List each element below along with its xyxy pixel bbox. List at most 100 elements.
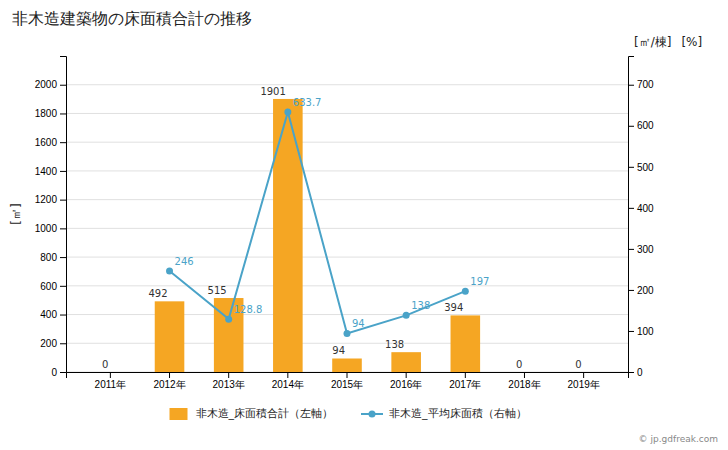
y2-tick: 0 xyxy=(628,367,643,378)
y-tick-mark xyxy=(60,171,66,172)
y2-tick-mark xyxy=(628,249,634,250)
chart: 2011年 2012年 2013年 2014年 2015年 2016年 2017年 2018年… xyxy=(0,0,728,450)
y-tick-mark xyxy=(60,85,66,86)
x-tick: 2018年 xyxy=(508,372,540,390)
y-axis-line xyxy=(60,57,67,373)
x-tick: 2014年 xyxy=(272,372,304,390)
line-point xyxy=(284,108,291,115)
legend-item: 非木造_床面積合計（左軸） xyxy=(170,407,334,420)
y2-tick: 600 xyxy=(628,120,654,131)
x-tick-label: 2013年 xyxy=(213,379,245,390)
y2-tick: 200 xyxy=(628,285,654,296)
legend-swatch xyxy=(170,408,188,420)
line-label: 94 xyxy=(352,318,365,329)
x-tick-label: 2014年 xyxy=(272,379,304,390)
y-tick-label: 200 xyxy=(40,338,57,349)
y2-tick-mark xyxy=(628,126,634,127)
bar-label: 515 xyxy=(208,285,227,296)
y-axis: 0200400600800100012001400160018002000 xyxy=(35,57,67,378)
y-tick-label: 1800 xyxy=(35,108,58,119)
x-tick-label: 2016年 xyxy=(390,379,422,390)
grid-line xyxy=(66,257,628,258)
bar xyxy=(569,372,599,373)
y-tick: 1400 xyxy=(35,166,66,177)
x-tick: 2019年 xyxy=(568,372,600,390)
bar xyxy=(451,315,481,372)
y2-tick: 700 xyxy=(628,79,654,90)
line-point xyxy=(166,268,173,275)
bar-label: 394 xyxy=(444,302,463,313)
x-tick: 2017年 xyxy=(449,372,481,390)
bar-label: 138 xyxy=(385,339,404,350)
x-tick-mark xyxy=(583,372,584,378)
line-point xyxy=(462,288,469,295)
y2-axis-label: [㎡/棟] xyxy=(634,35,671,49)
x-tick-label: 2018年 xyxy=(508,379,540,390)
y-tick: 200 xyxy=(40,338,66,349)
y-tick-label: 600 xyxy=(40,281,57,292)
y-tick-mark xyxy=(60,343,66,344)
bar xyxy=(332,358,362,372)
y-tick-label: 1200 xyxy=(35,194,58,205)
bar-label: 492 xyxy=(148,288,167,299)
y-tick-label: 800 xyxy=(40,252,57,263)
x-tick-label: 2017年 xyxy=(449,379,481,390)
marks xyxy=(155,99,480,372)
data-labels: 049251519019413839400246128.8633.7941381… xyxy=(102,86,582,370)
y-tick: 1800 xyxy=(35,108,66,119)
x-tick-label: 2012年 xyxy=(153,379,185,390)
y-tick-mark xyxy=(60,200,66,201)
x-tick-mark xyxy=(169,372,170,378)
line-label: 246 xyxy=(175,256,194,267)
y2-tick-label: 600 xyxy=(637,120,654,131)
line-label: 128.8 xyxy=(234,304,263,315)
line-point xyxy=(403,312,410,319)
x-tick: 2012年 xyxy=(153,372,185,390)
y2-tick-mark xyxy=(628,372,634,373)
y-tick-mark xyxy=(60,228,66,229)
y-tick: 1200 xyxy=(35,194,66,205)
x-tick: 2011年 xyxy=(95,372,127,390)
x-tick-mark xyxy=(347,372,348,378)
title: 非木造建築物の床面積合計の推移 xyxy=(12,9,252,28)
x-tick: 2016年 xyxy=(390,372,422,390)
plot: 2011年 2012年 2013年 2014年 2015年 2016年 2017年 2018年… xyxy=(35,57,654,391)
legend: 非木造_床面積合計（左軸） 非木造_平均床面積（右軸） xyxy=(170,407,527,420)
y2-tick-label: 0 xyxy=(637,367,643,378)
y2-axis: 0100200300400500600700 xyxy=(628,57,654,378)
x-axis-line xyxy=(67,373,629,379)
x-tick-mark xyxy=(406,372,407,378)
bar-label: 1901 xyxy=(260,86,285,97)
legend-label: 非木造_平均床面積（右軸） xyxy=(389,407,527,420)
y2-tick: 100 xyxy=(628,326,654,337)
y-tick-mark xyxy=(60,257,66,258)
y-tick-label: 1600 xyxy=(35,137,58,148)
line-label: 633.7 xyxy=(293,97,322,108)
y-tick-label: 400 xyxy=(40,309,57,320)
grid xyxy=(66,85,628,372)
y2-tick-label: 500 xyxy=(637,162,654,173)
y2-axis-line xyxy=(629,57,635,373)
y-tick-mark xyxy=(60,315,66,316)
y2-tick-mark xyxy=(628,290,634,291)
grid-line xyxy=(66,343,628,344)
y2-tick-mark xyxy=(628,85,634,86)
x-tick: 2015年 xyxy=(331,372,363,390)
grid-line xyxy=(66,199,628,200)
y-tick: 0 xyxy=(51,367,66,378)
y-tick: 1000 xyxy=(35,223,66,234)
y-tick: 1600 xyxy=(35,137,66,148)
y-tick: 400 xyxy=(40,309,66,320)
x-tick-mark xyxy=(465,372,466,378)
y-tick-mark xyxy=(60,142,66,143)
y-tick-mark xyxy=(60,286,66,287)
bar xyxy=(155,301,185,372)
y2-tick-label: 100 xyxy=(637,326,654,337)
legend-label: 非木造_床面積合計（左軸） xyxy=(196,407,334,420)
grid-line xyxy=(66,285,628,286)
grid-line xyxy=(66,170,628,171)
y2-tick-label: 300 xyxy=(637,244,654,255)
x-tick-mark xyxy=(524,372,525,378)
y2-tick: 300 xyxy=(628,244,654,255)
grid-line xyxy=(66,84,628,85)
